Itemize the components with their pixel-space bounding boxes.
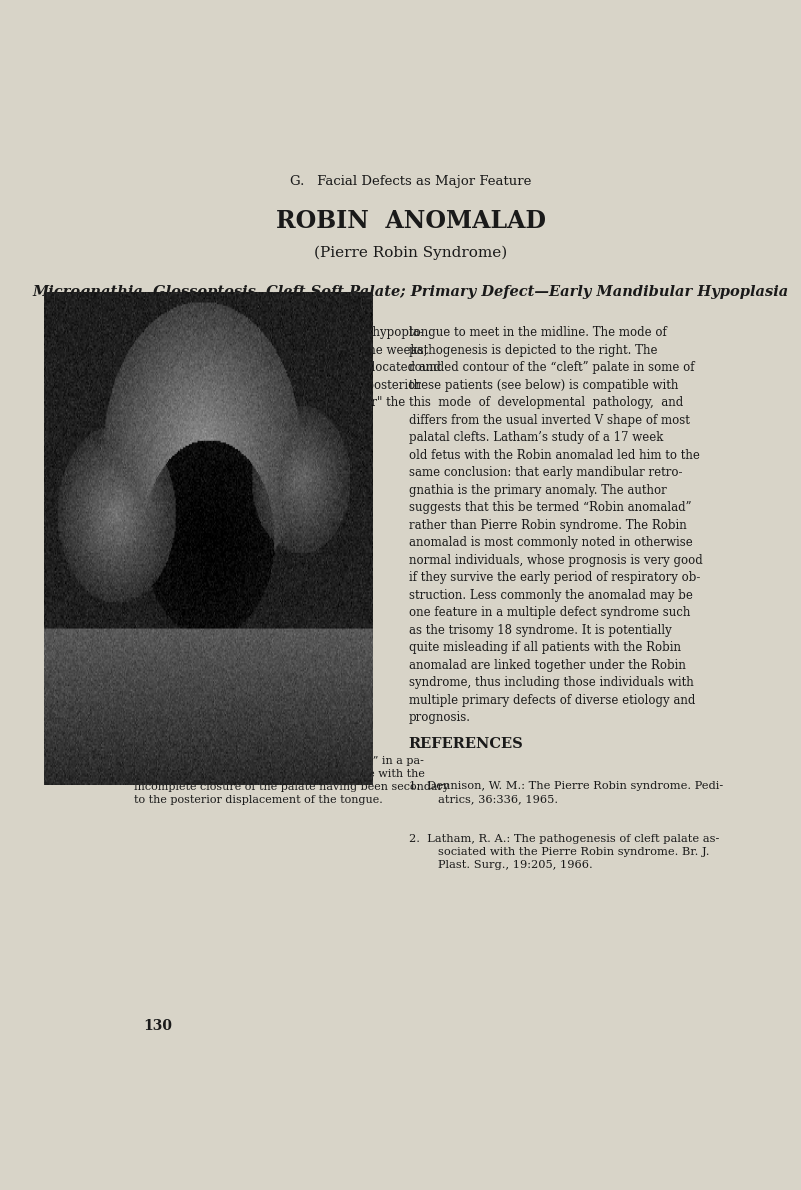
Text: tongue to meet in the midline. The mode of
pathogenesis is depicted to the right: tongue to meet in the midline. The mode …: [409, 326, 702, 724]
Text: 2.  Latham, R. A.: The pathogenesis of cleft palate as-
        sociated with th: 2. Latham, R. A.: The pathogenesis of cl…: [409, 834, 719, 870]
Text: 1.  Dennison, W. M.: The Pierre Robin syndrome. Pedi-
        atrics, 36:336, 19: 1. Dennison, W. M.: The Pierre Robin syn…: [409, 781, 723, 803]
Text: The single initiating defect may be hypopla-
sia of the mandibular area prior to: The single initiating defect may be hypo…: [147, 326, 441, 409]
Text: REFERENCES: REFERENCES: [409, 737, 523, 751]
Text: (Pierre Robin Syndrome): (Pierre Robin Syndrome): [314, 245, 507, 259]
Text: Micrognathia, Glossoptosis, Cleft Soft Palate; Primary Defect—Early Mandibular H: Micrognathia, Glossoptosis, Cleft Soft P…: [32, 284, 789, 299]
Text: ROBIN  ANOMALAD: ROBIN ANOMALAD: [276, 208, 545, 233]
Text: 130: 130: [143, 1020, 172, 1033]
Text: G.   Facial Defects as Major Feature: G. Facial Defects as Major Feature: [290, 175, 531, 188]
Text: Unusual rounded shape to palatal “cleft” in a pa-
tient with the Robin anomalad,: Unusual rounded shape to palatal “cleft”…: [135, 754, 449, 806]
